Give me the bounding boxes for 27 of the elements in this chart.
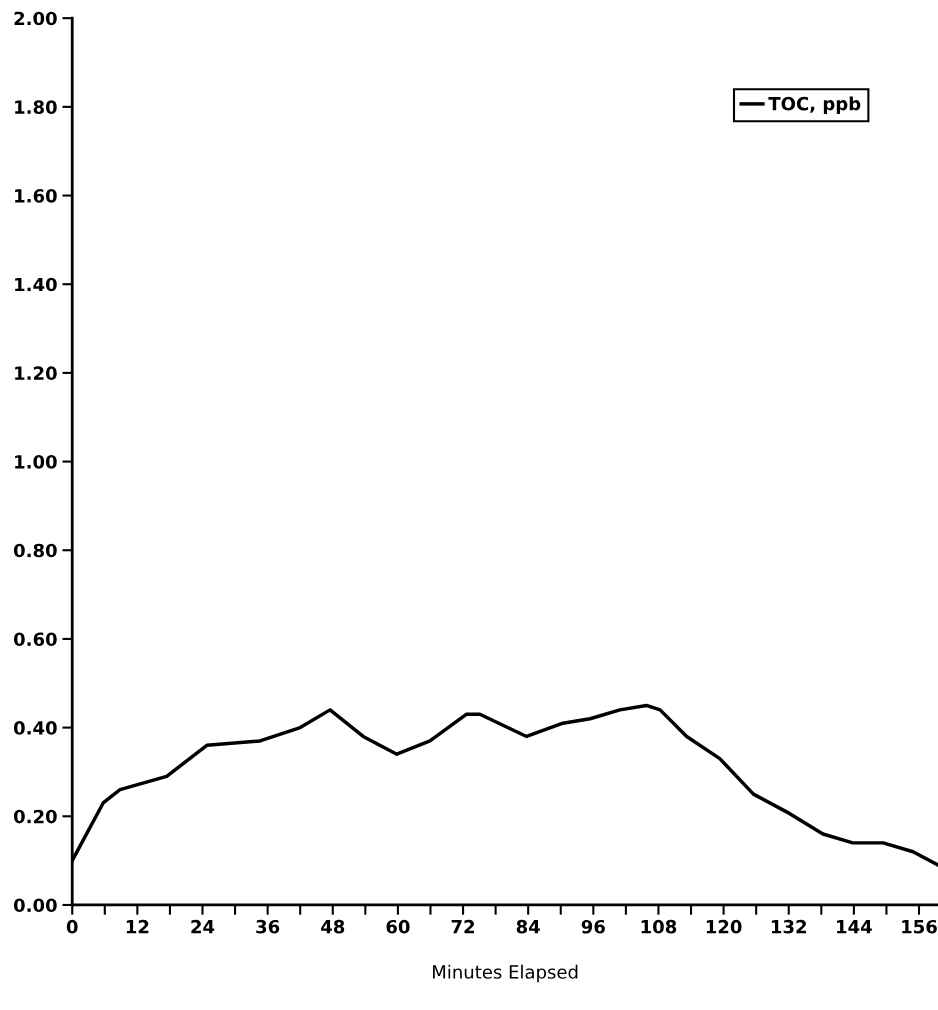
- x-tick-label: 60: [386, 919, 410, 934]
- y-tick-label: 1.20: [15, 366, 57, 381]
- x-tick-label: 36: [256, 919, 280, 934]
- x-tick-label: 48: [321, 919, 345, 934]
- x-tick-label: 72: [451, 919, 475, 934]
- y-tick-label: 0.60: [13, 632, 57, 647]
- legend-label: TOC, ppb: [768, 96, 861, 114]
- y-tick-label: 1.60: [15, 189, 57, 203]
- y-tick-label: 1.00: [15, 455, 57, 469]
- x-tick-label: 24: [191, 919, 215, 934]
- x-axis-title: Minutes Elapsed: [433, 964, 578, 983]
- y-tick-label: 0.20: [13, 809, 57, 824]
- y-tick-label: 0.00: [13, 898, 57, 913]
- y-tick-label: 0.40: [13, 721, 57, 735]
- x-tick-label: 132: [771, 919, 806, 934]
- x-tick-label: 96: [581, 919, 605, 934]
- y-tick-label: 2.00: [14, 11, 57, 26]
- x-tick-label: 156: [902, 919, 937, 934]
- y-tick-label: 1.40: [15, 277, 57, 292]
- x-tick-label: 84: [516, 919, 540, 934]
- x-tick-label: 0: [66, 919, 78, 934]
- x-tick-label: 120: [706, 919, 742, 934]
- x-tick-label: 108: [641, 919, 677, 934]
- y-tick-label: 0.80: [13, 543, 57, 558]
- x-tick-label: 144: [837, 920, 872, 934]
- y-tick-label: 1.80: [15, 100, 57, 114]
- x-tick-label: 12: [126, 919, 149, 934]
